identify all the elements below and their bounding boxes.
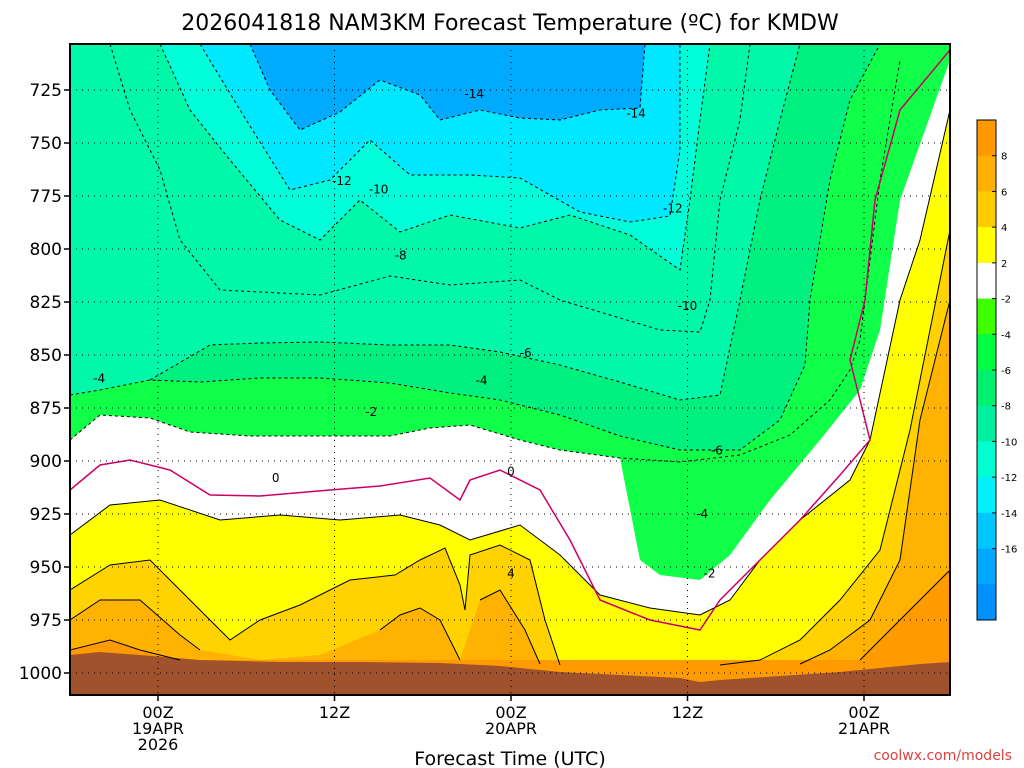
y-tick-label: 875 [30, 399, 62, 419]
colorbar-swatch [977, 548, 996, 585]
freezing-line-zero-c [70, 49, 950, 631]
colorbar-label: -2 [1001, 295, 1011, 306]
y-tick-label: 900 [30, 452, 62, 472]
colorbar-label: -4 [1001, 330, 1011, 341]
colorbar-label: 4 [1001, 223, 1007, 234]
x-tick-label: 20APR [485, 719, 537, 738]
band-minus-14-to-minus-16 [250, 44, 645, 130]
y-tick-label: 975 [30, 611, 62, 631]
y-axis: 725 750 775 800 825 850 875 900 925 950 975 1000 [19, 81, 70, 684]
contour-label: -2 [704, 566, 716, 580]
y-tick-label: 925 [30, 505, 62, 525]
contour-label: -6 [711, 443, 723, 457]
colorbar: 8 6 4 2 -2 -4 -6 -8 -10 -12 -14 -16 [976, 119, 1017, 621]
colorbar-swatch [977, 120, 996, 157]
negative-isotherms [70, 44, 901, 463]
contour-label: -2 [365, 405, 377, 419]
colorbar-swatch [977, 298, 996, 335]
colorbar-label: 8 [1001, 152, 1007, 163]
ground-below-surface [70, 652, 950, 695]
x-tick-label: 21APR [838, 719, 890, 738]
x-tick-label: 12Z [672, 703, 703, 722]
colorbar-swatch [977, 227, 996, 264]
colorbar-swatch [977, 334, 996, 371]
y-tick-label: 950 [30, 558, 62, 578]
x-tick-label: 00Z [495, 703, 526, 722]
colorbar-swatch [977, 155, 996, 192]
contour-label: -10 [369, 183, 389, 197]
contour-label: 0 [507, 465, 515, 479]
contour-label: -10 [678, 299, 698, 313]
y-tick-label: 825 [30, 293, 62, 313]
contour-label: -4 [476, 373, 488, 387]
colorbar-swatch [977, 477, 996, 514]
contour-label: -12 [332, 174, 352, 188]
contour-label: -14 [626, 106, 646, 120]
plot-frame [69, 43, 951, 696]
x-tick-label: 00Z [142, 703, 173, 722]
y-tick-label: 1000 [19, 664, 62, 684]
colorbar-label: -14 [1001, 509, 1017, 520]
colorbar-label: -8 [1001, 402, 1011, 413]
contour-label: 4 [507, 566, 515, 580]
contour-label: -12 [663, 202, 683, 216]
x-tick-label: 19APR [132, 719, 184, 738]
colorbar-label: 2 [1001, 259, 1007, 270]
x-tick-label: 2026 [138, 735, 179, 754]
colorbar-swatch [977, 584, 996, 621]
y-tick-label: 725 [30, 81, 62, 101]
colorbar-swatch [977, 191, 996, 228]
colorbar-swatch [977, 441, 996, 478]
colorbar-swatch [977, 405, 996, 442]
contour-label: -14 [464, 87, 484, 101]
contour-label: 0 [272, 471, 280, 485]
x-tick-label: 12Z [319, 703, 350, 722]
colorbar-label: 6 [1001, 187, 1007, 198]
colorbar-swatch [977, 262, 996, 300]
contour-label: -4 [93, 371, 105, 385]
plot-area [70, 44, 950, 695]
colorbar-swatch [977, 512, 996, 550]
colorbar-label: -10 [1001, 437, 1017, 448]
x-tick-label: 00Z [848, 703, 879, 722]
colorbar-label: -16 [1001, 545, 1017, 556]
y-tick-label: 800 [30, 240, 62, 260]
y-tick-label: 775 [30, 187, 62, 207]
positive-isotherms [70, 109, 950, 666]
band-plus-2-to-plus-4 [70, 110, 950, 695]
contour-labels: -14 -14 -12 -12 -10 -10 -8 -6 -6 -4 -4 -4 -2 -2 0 0 4 [93, 87, 723, 580]
contour-label: -4 [696, 507, 708, 521]
y-tick-label: 850 [30, 346, 62, 366]
credit-link[interactable]: coolwx.com/models [874, 748, 1012, 764]
colorbar-label: -12 [1001, 473, 1017, 484]
contour-label: -6 [520, 346, 532, 360]
x-axis-label: Forecast Time (UTC) [414, 748, 605, 768]
band-minus-8-to-minus-10 [70, 44, 800, 400]
colorbar-label: -6 [1001, 366, 1011, 377]
chart-title: 2026041818 NAM3KM Forecast Temperature (… [181, 11, 839, 36]
band-minus-6-to-minus-8 [70, 44, 880, 450]
y-tick-label: 750 [30, 134, 62, 154]
contour-label: -8 [395, 248, 407, 262]
colorbar-swatch [977, 370, 996, 407]
grid [70, 44, 950, 695]
